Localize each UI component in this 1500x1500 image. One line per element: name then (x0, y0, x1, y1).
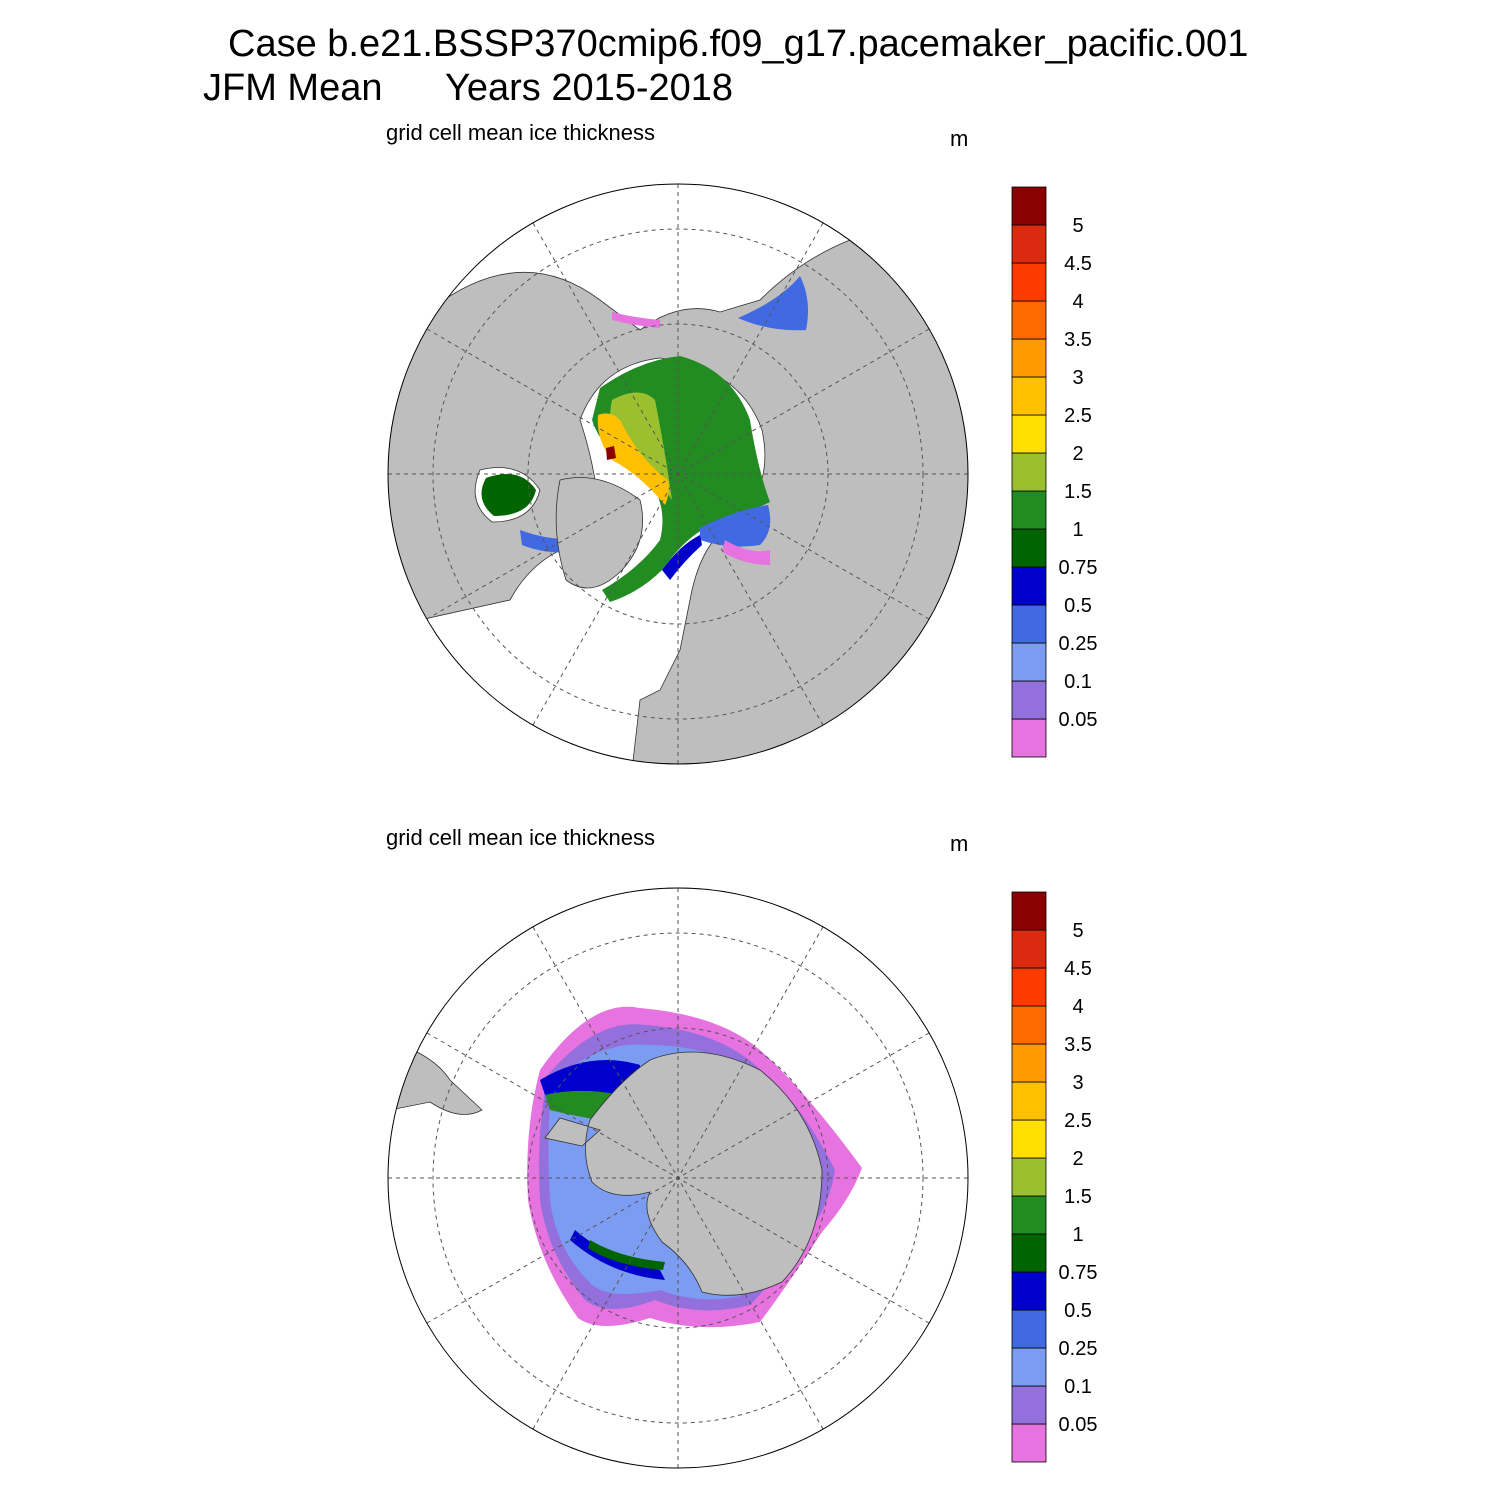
colorbar-label: 0.5 (1064, 595, 1092, 617)
colorbar-box (1011, 414, 1047, 454)
sea-ice (588, 1240, 665, 1270)
sea-ice (597, 413, 669, 505)
units: m (950, 831, 968, 856)
colorbar-label: 1.5 (1064, 481, 1092, 503)
colorbar-box (1011, 967, 1047, 1007)
sea-ice (738, 276, 808, 331)
colorbar-label: 0.25 (1059, 633, 1098, 655)
map-border (387, 887, 969, 1469)
sea-ice (612, 312, 660, 328)
graticule (388, 184, 968, 764)
colorbar-box (1011, 891, 1047, 931)
map-border (387, 183, 969, 765)
colorbar-box (1011, 1043, 1047, 1083)
colorbar-label: 1 (1072, 519, 1083, 541)
colorbar-box (1011, 1119, 1047, 1159)
season: JFM Mean (203, 67, 382, 109)
graticule (388, 888, 968, 1468)
colorbar-label: 4 (1072, 996, 1083, 1018)
sea-ice (722, 540, 770, 565)
graticule (432, 228, 924, 720)
colorbar-box (1011, 1081, 1047, 1121)
colorbar-box (1011, 680, 1047, 720)
colorbar-label: 4 (1072, 291, 1083, 313)
colorbar-label: 1.5 (1064, 1186, 1092, 1208)
colorbar-box (1011, 262, 1047, 302)
colorbar-box (1011, 1005, 1047, 1045)
colorbar-box (1011, 1423, 1047, 1463)
sea-ice (700, 505, 771, 547)
colorbar-box (1011, 642, 1047, 682)
colorbar-label: 0.75 (1059, 1262, 1098, 1284)
colorbar-label: 3.5 (1064, 1034, 1092, 1056)
colorbar-label: 0.05 (1059, 1414, 1098, 1436)
colorbar-label: 2.5 (1064, 1110, 1092, 1132)
colorbar-box (1011, 528, 1047, 568)
colorbar-box (1011, 1271, 1047, 1311)
colorbar-box (1011, 1195, 1047, 1235)
sea-ice (481, 474, 536, 516)
colorbar-label: 3 (1072, 1072, 1083, 1094)
colorbar-label: 0.75 (1059, 557, 1098, 579)
colorbar-label: 4.5 (1064, 253, 1092, 275)
colorbar-box (1011, 186, 1047, 226)
colorbar-box (1011, 604, 1047, 644)
panel-label: grid cell mean ice thickness (386, 825, 655, 850)
colorbar-box (1011, 718, 1047, 758)
arctic-map (388, 184, 968, 764)
colorbar-box (1011, 224, 1047, 264)
sea-ice (606, 446, 616, 460)
graticule (432, 932, 924, 1424)
panel-label: grid cell mean ice thickness (386, 120, 655, 145)
title: Case b.e21.BSSP370cmip6.f09_g17.pacemake… (228, 23, 1248, 65)
colorbar-box (1011, 1347, 1047, 1387)
colorbar-label: 5 (1072, 215, 1083, 237)
sea-ice (570, 1230, 665, 1280)
colorbar-box (1011, 376, 1047, 416)
antarctic-map (388, 888, 968, 1468)
years: Years 2015-2018 (445, 67, 733, 109)
colorbar-label: 0.05 (1059, 709, 1098, 731)
antarctica (544, 1051, 823, 1296)
sea-ice (662, 535, 702, 580)
colorbar-box (1011, 1157, 1047, 1197)
colorbar-box (1011, 1385, 1047, 1425)
colorbar-label: 4.5 (1064, 958, 1092, 980)
colorbar-label: 0.1 (1064, 1376, 1092, 1398)
colorbar-box (1011, 566, 1047, 606)
colorbar-box (1011, 1233, 1047, 1273)
colorbar-box (1011, 338, 1047, 378)
colorbar-label: 5 (1072, 920, 1083, 942)
units: m (950, 126, 968, 151)
colorbar-label: 0.25 (1059, 1338, 1098, 1360)
colorbar-label: 3 (1072, 367, 1083, 389)
colorbar-label: 1 (1072, 1224, 1083, 1246)
colorbar-box (1011, 929, 1047, 969)
colorbar-label: 2 (1072, 443, 1083, 465)
colorbar-label: 3.5 (1064, 329, 1092, 351)
colorbar-box (1011, 490, 1047, 530)
colorbar-box (1011, 1309, 1047, 1349)
colorbar-label: 0.1 (1064, 671, 1092, 693)
colorbar-label: 0.5 (1064, 1300, 1092, 1322)
colorbar-box (1011, 300, 1047, 340)
colorbar-label: 2 (1072, 1148, 1083, 1170)
colorbar-label: 2.5 (1064, 405, 1092, 427)
colorbar-box (1011, 452, 1047, 492)
